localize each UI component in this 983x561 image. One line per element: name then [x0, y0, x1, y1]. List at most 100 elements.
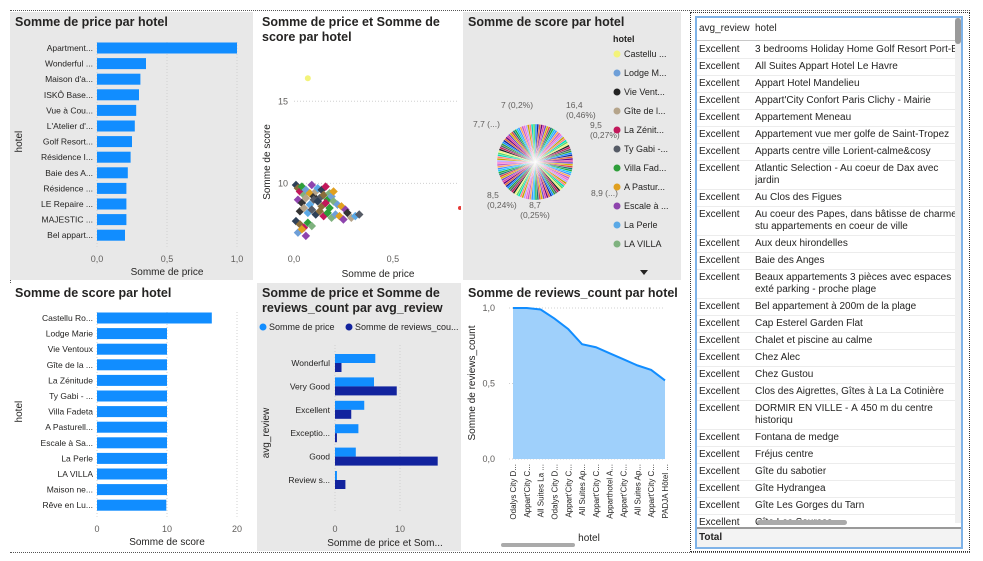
vertical-scrollbar[interactable] — [955, 18, 961, 523]
legend-item: Somme de reviews_cou... — [355, 322, 459, 332]
table-row[interactable]: Excellent Gîte Les Gorges du Tarn — [697, 498, 961, 515]
table-row[interactable]: Excellent Apparts centre ville Lorient-ca… — [697, 144, 961, 161]
x-tick-label: PADJA Hôtel ... — [661, 464, 670, 519]
bar — [97, 229, 125, 241]
data-label: (0,46%) — [566, 110, 596, 120]
category-label: Review s... — [288, 475, 330, 485]
x-tick-label: All Suites Ap... — [578, 464, 587, 516]
legend-marker — [613, 221, 621, 229]
table-row[interactable]: Excellent 3 bedrooms Holiday Home Golf Re… — [697, 42, 961, 59]
table-total-row: Total — [697, 527, 961, 547]
bar — [97, 136, 132, 148]
cell-hotel: Fréjus centre — [755, 449, 814, 460]
category-label: Lodge Marie — [46, 329, 94, 339]
chart-price-reviews-by-avg[interactable]: Somme de price et Somme de reviews_count… — [257, 283, 461, 551]
table-row[interactable]: Excellent Gîte du sabotier — [697, 464, 961, 481]
data-label: (0,27%) — [590, 130, 620, 140]
bar — [97, 167, 128, 179]
cell-avg-review: Excellent — [699, 112, 740, 123]
table-row[interactable]: Excellent Beaux appartements 3 pièces ave… — [697, 270, 961, 299]
y-tick-label: 0,0 — [482, 454, 495, 464]
scatter-chart: 15 10 0,0 0,5 Somme de price Somme de score — [262, 75, 461, 280]
cell-hotel: Au coeur des Papes, dans bâtisse de char… — [755, 209, 957, 232]
cell-hotel: Appartement Meneau — [755, 112, 852, 123]
legend-item: Ty Gabi -... — [624, 144, 668, 154]
table-row[interactable]: Excellent Baie des Anges — [697, 253, 961, 270]
cell-avg-review: Excellent — [699, 44, 740, 55]
cell-avg-review: Excellent — [699, 369, 740, 380]
table-row[interactable]: Excellent DORMIR EN VILLE - À 450 m du ce… — [697, 401, 961, 430]
bar — [97, 182, 127, 194]
category-label: La Perle — [61, 453, 93, 463]
bar — [97, 343, 167, 355]
table-row[interactable]: Excellent Au Clos des Figues — [697, 190, 961, 207]
bar — [97, 73, 141, 85]
header-hotel[interactable]: hotel — [755, 23, 777, 34]
cell-avg-review: Excellent — [699, 352, 740, 363]
cell-hotel: Clos des Aigrettes, Gîtes à La La Cotini… — [755, 386, 944, 397]
data-label: 7 (0,2%) — [501, 100, 533, 110]
chart-score-by-hotel[interactable]: Somme de score par hotel 0 10 20 Castellu R… — [10, 283, 253, 551]
area-chart: 1,0 0,5 0,0 Odalys City D... Appart'City C..… — [467, 303, 670, 547]
y-tick-label: 10 — [278, 178, 288, 188]
table-row[interactable]: Excellent Appartement vue mer golfe de Sa… — [697, 127, 961, 144]
cell-hotel: Gîte Les Gorges du Tarn — [755, 500, 865, 511]
cell-avg-review: Excellent — [699, 517, 740, 528]
bar — [97, 89, 139, 101]
chart-title: Somme de reviews_count par hotel — [468, 286, 678, 300]
category-label: Wonderful ... — [45, 59, 93, 69]
table-row[interactable]: Excellent Atlantic Selection - Au coeur d… — [697, 161, 961, 190]
x-tick-label: Appart'City C... — [620, 464, 629, 518]
table-row[interactable]: Excellent Cap Esterel Garden Flat — [697, 316, 961, 333]
table-row[interactable]: Excellent All Suites Appart Hotel Le Havr… — [697, 59, 961, 76]
table-row[interactable]: Excellent Gîte Hydrangea — [697, 481, 961, 498]
category-label: Rêve en Lu... — [42, 500, 93, 510]
y-axis-title: hotel — [14, 131, 25, 153]
table-visual[interactable]: avg_review hotel Excellent 3 bedrooms Hol… — [690, 12, 970, 552]
scrollbar-thumb[interactable] — [955, 18, 961, 44]
bar — [97, 390, 167, 402]
legend-marker — [613, 69, 621, 77]
cell-hotel: Appartement vue mer golfe de Saint-Trope… — [755, 129, 950, 140]
table-row[interactable]: Excellent Appartement Meneau — [697, 110, 961, 127]
chart-price-by-hotel[interactable]: Somme de price par hotel 0,0 0,5 1,0 Apartm… — [10, 12, 253, 280]
table-row[interactable]: Excellent Chez Gustou — [697, 367, 961, 384]
cell-hotel: Aux deux hirondelles — [755, 238, 848, 249]
cell-avg-review: Excellent — [699, 95, 740, 106]
chart-price-score-scatter[interactable]: Somme de price et Somme de score par hot… — [257, 12, 461, 280]
horizontal-scrollbar[interactable] — [757, 520, 847, 525]
table-row[interactable]: Excellent Fontana de medge — [697, 430, 961, 447]
cell-hotel: Beaux appartements 3 pièces avec espaces… — [755, 272, 952, 295]
bar-price — [335, 424, 359, 434]
cell-hotel: Chez Alec — [755, 352, 801, 363]
table-row[interactable]: Excellent Appart Hotel Mandelieu — [697, 76, 961, 93]
legend-item: Castellu ... — [624, 49, 667, 59]
x-axis-title: Somme de price et Som... — [327, 538, 443, 549]
y-tick-label: 1,0 — [482, 303, 495, 313]
data-label: 8,9 (...) — [591, 188, 618, 198]
cell-avg-review: Excellent — [699, 209, 740, 220]
bar — [97, 214, 127, 226]
legend-item: La Zénit... — [624, 125, 664, 135]
header-avg-review[interactable]: avg_review — [699, 23, 750, 34]
table-row[interactable]: Excellent Chalet et piscine au calme — [697, 333, 961, 350]
table-row[interactable]: Excellent Clos des Aigrettes, Gîtes à La … — [697, 384, 961, 401]
bar — [97, 499, 167, 511]
cell-avg-review: Excellent — [699, 301, 740, 312]
bar — [97, 198, 127, 210]
table-row[interactable]: Excellent Aux deux hirondelles — [697, 236, 961, 253]
category-label: LE Repaire ... — [41, 199, 93, 209]
cell-avg-review: Excellent — [699, 238, 740, 249]
chart-reviews-by-hotel[interactable]: Somme de reviews_count par hotel 1,0 0,5 0… — [463, 283, 681, 551]
table-row[interactable]: Excellent Bel appartement à 200m de la pl… — [697, 299, 961, 316]
bar — [97, 58, 146, 70]
table-row[interactable]: Excellent Au coeur des Papes, dans bâtiss… — [697, 207, 961, 236]
cell-avg-review: Excellent — [699, 386, 740, 397]
category-label: Vie Ventoux — [48, 344, 94, 354]
chart-score-pie[interactable]: Somme de score par hotel 16,4 (0,46%) 9,5(… — [463, 12, 681, 280]
chart-title: Somme de score par hotel — [468, 15, 625, 29]
table-row[interactable]: Excellent Fréjus centre — [697, 447, 961, 464]
legend-marker — [613, 202, 621, 210]
table-row[interactable]: Excellent Appart'City Confort Paris Clich… — [697, 93, 961, 110]
table-row[interactable]: Excellent Chez Alec — [697, 350, 961, 367]
